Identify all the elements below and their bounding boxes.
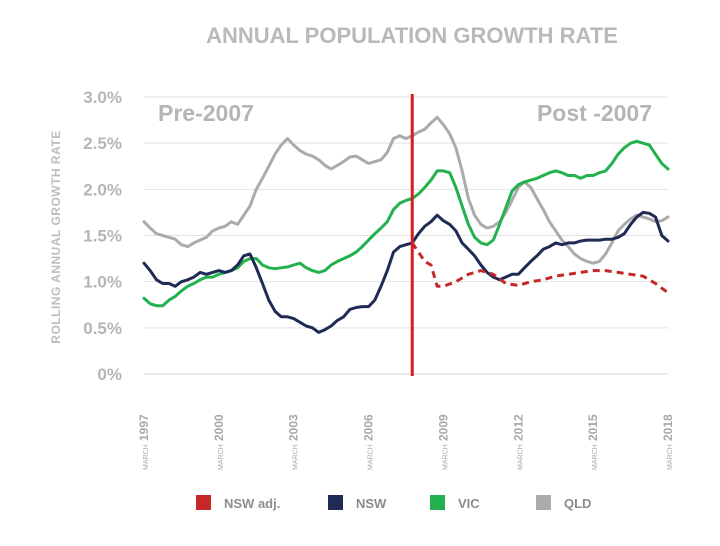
y-tick-label: 2.0% <box>83 180 122 199</box>
x-tick-month: MARCH <box>667 444 674 470</box>
x-tick-year: 1997 <box>137 414 151 441</box>
x-tick-year: 2003 <box>287 414 301 441</box>
chart-title: ANNUAL POPULATION GROWTH RATE <box>206 23 618 48</box>
y-tick-label: 1.0% <box>83 273 122 292</box>
x-tick: MARCH 1997 <box>137 414 151 470</box>
legend-label: NSW adj. <box>224 496 280 511</box>
x-tick-year: 2006 <box>362 414 376 441</box>
x-tick: MARCH 2006 <box>362 414 376 470</box>
x-tick-month: MARCH <box>442 444 449 470</box>
y-tick-label: 0.5% <box>83 319 122 338</box>
x-tick: MARCH 2012 <box>511 414 525 470</box>
x-tick: MARCH 2003 <box>287 414 301 470</box>
y-axis-ticks: 3.0% 2.5% 2.0% 1.5% 1.0% 0.5% 0% <box>83 88 122 384</box>
x-tick-year: 2009 <box>436 414 450 441</box>
series-line-nsw <box>142 210 670 334</box>
x-tick-month: MARCH <box>368 444 375 470</box>
x-tick-year: 2015 <box>586 414 600 441</box>
annotation-pre-2007: Pre-2007 <box>158 100 254 126</box>
x-tick-month: MARCH <box>143 444 150 470</box>
x-tick-month: MARCH <box>218 444 225 470</box>
legend: NSW adj. NSW VIC QLD <box>196 495 591 511</box>
legend-swatch <box>430 495 445 510</box>
data-series <box>142 115 670 334</box>
period-annotations: Pre-2007 Post -2007 <box>158 100 652 126</box>
legend-swatch <box>196 495 211 510</box>
x-tick: MARCH 2000 <box>212 414 226 470</box>
legend-swatch <box>536 495 551 510</box>
x-tick: MARCH 2018 <box>661 414 675 470</box>
y-tick-label: 0% <box>97 365 122 384</box>
x-tick: MARCH 2009 <box>436 414 450 470</box>
legend-swatch <box>328 495 343 510</box>
series-line-qld <box>142 115 670 265</box>
y-tick-label: 3.0% <box>83 88 122 107</box>
series-line-nsw-adj <box>410 242 669 294</box>
y-tick-label: 1.5% <box>83 227 122 246</box>
legend-label: QLD <box>564 496 591 511</box>
legend-label: VIC <box>458 496 480 511</box>
x-tick-month: MARCH <box>293 444 300 470</box>
x-tick: MARCH 2015 <box>586 414 600 470</box>
y-axis-label: ROLLING ANNUAL GROWTH RATE <box>49 130 63 343</box>
x-axis-ticks: MARCH1997MARCH2000MARCH2003MARCH2006MARC… <box>137 414 675 470</box>
y-tick-label: 2.5% <box>83 134 122 153</box>
x-tick-month: MARCH <box>592 444 599 470</box>
annotation-post-2007: Post -2007 <box>537 100 652 126</box>
x-tick-year: 2018 <box>661 414 675 441</box>
legend-label: NSW <box>356 496 387 511</box>
gridlines <box>144 96 668 375</box>
series-line-vic <box>142 139 670 308</box>
x-tick-month: MARCH <box>517 444 524 470</box>
x-tick-year: 2000 <box>212 414 226 441</box>
x-tick-year: 2012 <box>511 414 525 441</box>
